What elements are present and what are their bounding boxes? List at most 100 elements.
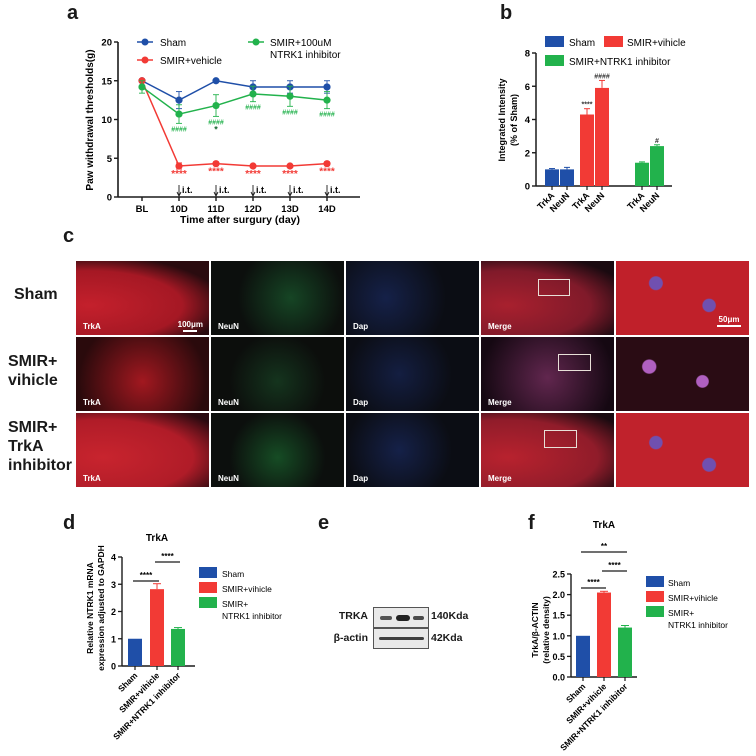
legend-swatch-vehicle-icon [646, 591, 664, 602]
legend-swatch-vehicle-icon [604, 36, 623, 47]
series-line [141, 79, 327, 101]
chart-b-legend-inhibitor: SMIR+NTRK1 inhibitor [569, 57, 671, 68]
significance-mark: **** [161, 552, 174, 561]
svg-text:1: 1 [111, 634, 116, 644]
series-line [141, 86, 328, 115]
channel-label: Merge [488, 398, 512, 407]
significance-mark: #### [245, 105, 261, 112]
x-tick-label: BL [136, 204, 149, 215]
zoom-region-box [544, 430, 577, 448]
significance-mark: * [214, 124, 218, 134]
svg-text:SMIR+vihicle: SMIR+vihicle [668, 593, 718, 603]
chart-a-line-chart: 0 5 10 15 20 BL 10D i.t. 11D i.t. 12D i.t. 13D i.t. 14… [85, 38, 360, 225]
injection-label: i.t. [182, 185, 193, 195]
x-tick-label: 12D [244, 204, 262, 215]
data-point [175, 162, 183, 170]
injection-label: i.t. [330, 185, 341, 195]
zoom-region-box [538, 279, 570, 296]
significance-mark: **** [282, 169, 298, 180]
micrograph-row1-trka: TrkA 100μm [76, 261, 209, 335]
channel-label: TrkA [83, 474, 101, 483]
data-point [249, 90, 257, 98]
channel-label: TrkA [83, 322, 101, 331]
svg-text:NTRK1 inhibitor: NTRK1 inhibitor [222, 611, 282, 621]
y-tick-label: 10 [101, 115, 112, 126]
chart-a-legend-sham: Sham [160, 38, 186, 49]
significance-mark: **** [319, 167, 335, 178]
chart-b-y-axis-label-line2: (% of Sham) [509, 94, 519, 146]
significance-mark: #### [171, 126, 187, 133]
svg-text:3: 3 [111, 580, 116, 590]
svg-text:SMIR+: SMIR+ [668, 608, 694, 618]
legend-swatch-sham-icon [646, 576, 664, 587]
legend-swatch-inhibitor-icon [545, 55, 564, 66]
svg-text:6: 6 [525, 82, 530, 93]
scale-bar-100um: 100μm [178, 320, 203, 332]
bar [580, 114, 594, 186]
bar [597, 592, 611, 677]
significance-mark: **** [608, 561, 621, 570]
y-tick-label: 15 [101, 76, 112, 87]
micrograph-row1-merge: Merge [481, 261, 614, 335]
legend-marker-inhibitor-icon [252, 38, 260, 46]
svg-text:2.0: 2.0 [552, 590, 565, 600]
injection-label: i.t. [256, 185, 267, 195]
chart-f-legend: Sham SMIR+vihicle SMIR+ NTRK1 inhibitor [646, 576, 728, 630]
micrograph-row1-magnified: 50μm [616, 261, 749, 335]
bar [128, 638, 142, 666]
svg-text:1.5: 1.5 [552, 611, 565, 621]
series-line [141, 80, 328, 167]
y-tick-label: 0 [107, 193, 112, 204]
micrograph-row2-merge: Merge [481, 337, 614, 411]
panel-c-row-label-sham: Sham [14, 286, 58, 303]
panel-letter-d: d [63, 512, 76, 534]
panel-letter-a: a [67, 2, 79, 24]
svg-text:SMIR+: SMIR+ [222, 599, 248, 609]
bar [171, 628, 185, 666]
svg-text:0: 0 [525, 182, 530, 193]
micrograph-row3-trka: TrkA [76, 413, 209, 487]
data-point [323, 160, 331, 168]
chart-d-legend: Sham SMIR+vihicle SMIR+ NTRK1 inhibitor [199, 567, 282, 621]
data-point [175, 96, 183, 104]
micrograph-row2-neun: NeuN [211, 337, 344, 411]
chart-a-legend-inhibitor-line2: NTRK1 inhibitor [270, 50, 341, 61]
chart-a-x-axis-label: Time after surgury (day) [180, 214, 300, 225]
svg-text:2.5: 2.5 [552, 570, 565, 580]
channel-label: Dap [353, 474, 369, 483]
blot-label-trka: TRKA [338, 610, 368, 622]
channel-label: NeuN [218, 322, 239, 331]
panel-c-row-label-inhibitor: SMIR+ TrkA inhibitor [8, 419, 72, 474]
chart-b-legend: Sham SMIR+vihicle SMIR+NTRK1 inhibitor [545, 36, 686, 68]
panel-letter-f: f [528, 512, 535, 534]
legend-swatch-vehicle-icon [199, 582, 217, 593]
panel-c-row-label-vehicle: SMIR+ vihicle [8, 353, 58, 389]
y-tick-label: 20 [101, 38, 112, 49]
svg-text:0.5: 0.5 [552, 652, 565, 662]
blot-size-trka: 140Kda [431, 610, 469, 622]
channel-label: NeuN [218, 398, 239, 407]
micrograph-row2-dapi: Dap [346, 337, 479, 411]
bar [595, 87, 609, 186]
significance-mark: **** [587, 578, 600, 587]
significance-mark: **** [245, 169, 261, 180]
chart-a-axes: 0 5 10 15 20 BL 10D i.t. 11D i.t. 12D i.t. 13D i.t. 14… [101, 38, 360, 215]
panel-letter-e: e [318, 512, 330, 534]
chart-b-y-axis-label-line1: Integrated Intensity [497, 78, 507, 161]
x-tick-label: 13D [281, 204, 299, 215]
chart-b-legend-sham: Sham [569, 38, 595, 49]
svg-text:0.0: 0.0 [552, 673, 565, 683]
significance-mark: #### [282, 109, 298, 116]
data-point [286, 162, 294, 170]
micrograph-row1-dapi: Dap [346, 261, 479, 335]
significance-mark: ** [601, 542, 608, 551]
zoom-region-box [558, 354, 591, 371]
data-point [249, 162, 257, 170]
chart-f-y-axis-label-line2: (relative density) [541, 596, 551, 664]
blot-label-bactin: β-actin [333, 632, 368, 644]
panel-letter-b: b [500, 2, 513, 24]
x-tick-label: 14D [318, 204, 336, 215]
svg-text:1.0: 1.0 [552, 631, 565, 641]
chart-a-legend-inhibitor-line1: SMIR+100uM [270, 38, 331, 49]
data-point [286, 92, 294, 100]
